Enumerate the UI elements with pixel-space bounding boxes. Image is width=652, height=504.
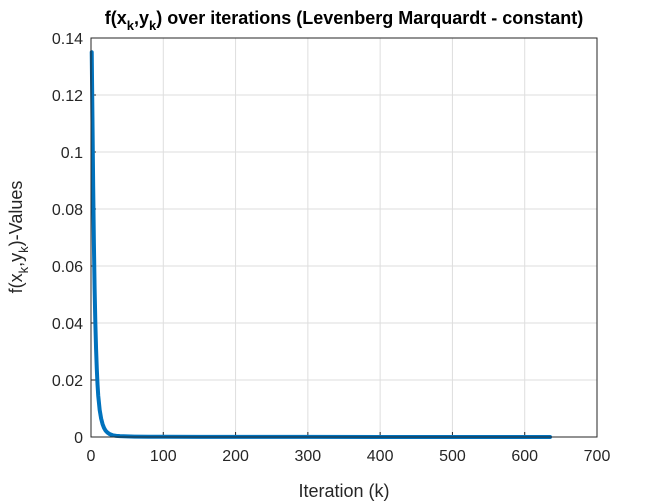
- x-tick-label: 300: [295, 448, 322, 465]
- x-tick-label: 100: [150, 448, 177, 465]
- x-tick-label: 0: [87, 448, 96, 465]
- y-tick-label: 0.02: [52, 373, 83, 390]
- x-axis-label: Iteration (k): [298, 481, 389, 501]
- y-tick-label: 0: [74, 430, 83, 447]
- x-tick-label: 500: [439, 448, 466, 465]
- y-tick-label: 0.08: [52, 202, 83, 219]
- x-tick-label: 200: [222, 448, 249, 465]
- y-tick-label: 0.06: [52, 259, 83, 276]
- chart-title: f(xk,yk) over iterations (Levenberg Marq…: [105, 8, 584, 33]
- plot-background: [91, 38, 597, 437]
- grid: [90, 37, 598, 438]
- plot-frame: [90, 37, 598, 438]
- y-tick-label: 0.04: [52, 316, 83, 333]
- y-tick-label: 0.14: [52, 31, 83, 48]
- x-tick-label: 600: [511, 448, 538, 465]
- y-axis-label: f(xk,yk)-Values: [6, 181, 31, 294]
- y-tick-label: 0.1: [61, 145, 83, 162]
- x-tick-label: 700: [584, 448, 611, 465]
- y-tick-label: 0.12: [52, 88, 83, 105]
- x-tick-label: 400: [367, 448, 394, 465]
